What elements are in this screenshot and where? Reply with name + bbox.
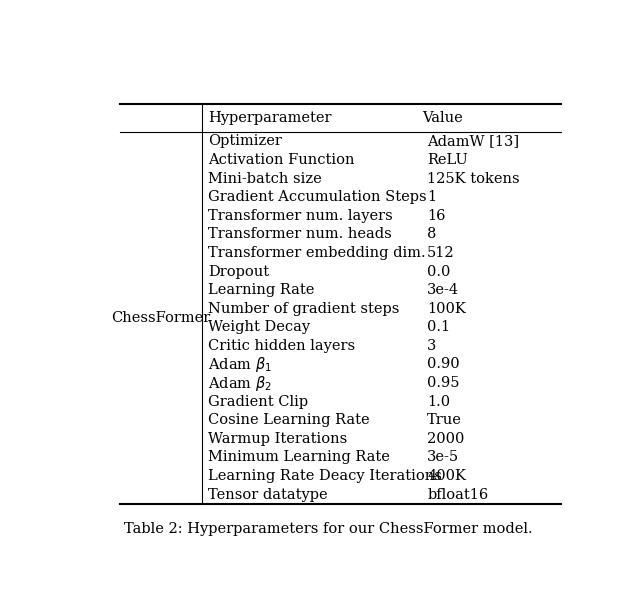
Text: Optimizer: Optimizer xyxy=(208,134,282,148)
Text: Mini-batch size: Mini-batch size xyxy=(208,172,322,186)
Text: 400K: 400K xyxy=(428,469,466,483)
Text: 1.0: 1.0 xyxy=(428,395,451,409)
Text: 16: 16 xyxy=(428,209,445,223)
Text: Weight Decay: Weight Decay xyxy=(208,320,310,334)
Text: Gradient Accumulation Steps: Gradient Accumulation Steps xyxy=(208,190,427,204)
Text: ReLU: ReLU xyxy=(428,153,468,167)
Text: Learning Rate Deacy Iterations: Learning Rate Deacy Iterations xyxy=(208,469,442,483)
Text: 3e-4: 3e-4 xyxy=(428,283,460,297)
Text: 0.1: 0.1 xyxy=(428,320,451,334)
Text: Warmup Iterations: Warmup Iterations xyxy=(208,432,348,446)
Text: Transformer num. layers: Transformer num. layers xyxy=(208,209,393,223)
Text: 100K: 100K xyxy=(428,302,466,316)
Text: 0.0: 0.0 xyxy=(428,265,451,279)
Text: Adam $\beta_1$: Adam $\beta_1$ xyxy=(208,355,272,374)
Text: ChessFormer: ChessFormer xyxy=(111,311,210,325)
Text: 0.95: 0.95 xyxy=(428,376,460,390)
Text: 8: 8 xyxy=(428,227,436,241)
Text: 3e-5: 3e-5 xyxy=(428,450,460,464)
Text: Tensor datatype: Tensor datatype xyxy=(208,488,328,502)
Text: 125K tokens: 125K tokens xyxy=(428,172,520,186)
Text: Transformer num. heads: Transformer num. heads xyxy=(208,227,392,241)
Text: True: True xyxy=(428,413,462,427)
Text: AdamW [13]: AdamW [13] xyxy=(428,134,519,148)
Text: 1: 1 xyxy=(428,190,436,204)
Text: Gradient Clip: Gradient Clip xyxy=(208,395,308,409)
Text: Adam $\beta_2$: Adam $\beta_2$ xyxy=(208,373,272,392)
Text: bfloat16: bfloat16 xyxy=(428,488,488,502)
Text: Activation Function: Activation Function xyxy=(208,153,355,167)
Text: Transformer embedding dim.: Transformer embedding dim. xyxy=(208,246,426,260)
Text: Critic hidden layers: Critic hidden layers xyxy=(208,339,355,353)
Text: 0.90: 0.90 xyxy=(428,357,460,371)
Text: 512: 512 xyxy=(428,246,455,260)
Text: Dropout: Dropout xyxy=(208,265,269,279)
Text: Value: Value xyxy=(422,111,463,125)
Text: 2000: 2000 xyxy=(428,432,465,446)
Text: Cosine Learning Rate: Cosine Learning Rate xyxy=(208,413,369,427)
Text: Minimum Learning Rate: Minimum Learning Rate xyxy=(208,450,390,464)
Text: Number of gradient steps: Number of gradient steps xyxy=(208,302,399,316)
Text: Table 2: Hyperparameters for our ChessFormer model.: Table 2: Hyperparameters for our ChessFo… xyxy=(124,522,532,536)
Text: Hyperparameter: Hyperparameter xyxy=(208,111,332,125)
Text: 3: 3 xyxy=(428,339,436,353)
Text: Learning Rate: Learning Rate xyxy=(208,283,314,297)
